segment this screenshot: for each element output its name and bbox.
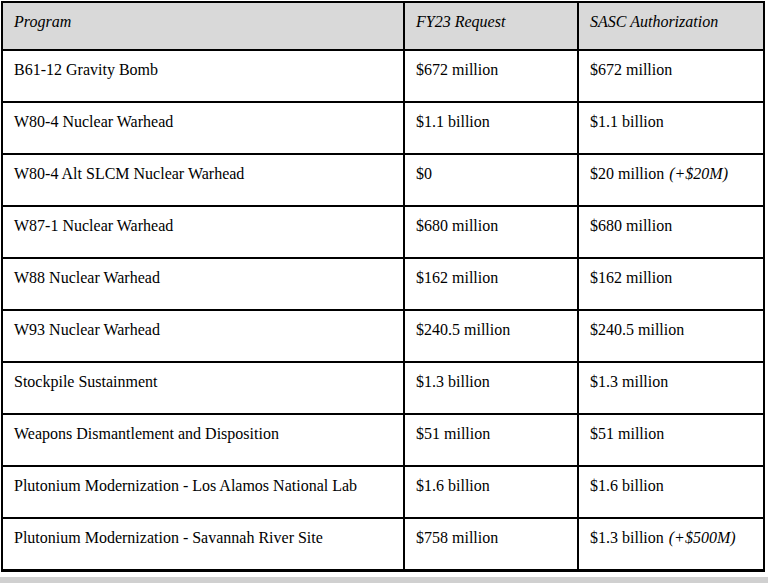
sasc-authorization-cell: $51 million (578, 414, 764, 466)
program-cell: Plutonium Modernization - Los Alamos Nat… (2, 466, 404, 518)
sasc-value: $1.3 million (590, 373, 668, 390)
sasc-value: $1.3 billion (590, 529, 664, 546)
fy23-request-cell: $0 (404, 154, 578, 206)
sasc-authorization-cell: $1.3 million (578, 362, 764, 414)
program-cell: Stockpile Sustainment (2, 362, 404, 414)
header-row: Program FY23 Request SASC Authorization (2, 2, 764, 50)
sasc-value: $162 million (590, 269, 672, 286)
program-cell: W80-4 Nuclear Warhead (2, 102, 404, 154)
sasc-value: $672 million (590, 61, 672, 78)
table-row: W93 Nuclear Warhead $240.5 million $240.… (2, 310, 764, 362)
budget-table: Program FY23 Request SASC Authorization … (1, 1, 765, 572)
sasc-authorization-cell: $1.6 billion (578, 466, 764, 518)
table-row: B61-12 Gravity Bomb $672 million $672 mi… (2, 50, 764, 102)
table-row: W87-1 Nuclear Warhead $680 million $680 … (2, 206, 764, 258)
program-cell: Weapons Dismantlement and Disposition (2, 414, 404, 466)
sasc-value: $51 million (590, 425, 664, 442)
column-header-fy23-request: FY23 Request (404, 2, 578, 50)
column-header-program: Program (2, 2, 404, 50)
sasc-note: (+$500M) (669, 529, 736, 546)
program-cell: W93 Nuclear Warhead (2, 310, 404, 362)
table-row: W80-4 Alt SLCM Nuclear Warhead $0 $20 mi… (2, 154, 764, 206)
document-page: Program FY23 Request SASC Authorization … (0, 0, 768, 583)
sasc-authorization-cell: $240.5 million (578, 310, 764, 362)
fy23-request-cell: $680 million (404, 206, 578, 258)
sasc-value: $680 million (590, 217, 672, 234)
fy23-request-cell: $1.3 billion (404, 362, 578, 414)
sasc-value: $20 million (590, 165, 664, 182)
fy23-request-cell: $240.5 million (404, 310, 578, 362)
fy23-request-cell: $1.1 billion (404, 102, 578, 154)
sasc-authorization-cell: $162 million (578, 258, 764, 310)
fy23-request-cell: $758 million (404, 518, 578, 570)
program-cell: W88 Nuclear Warhead (2, 258, 404, 310)
table-row: W80-4 Nuclear Warhead $1.1 billion $1.1 … (2, 102, 764, 154)
column-header-sasc-authorization: SASC Authorization (578, 2, 764, 50)
sasc-note: (+$20M) (669, 165, 728, 182)
table-row: Weapons Dismantlement and Disposition $5… (2, 414, 764, 466)
page-bottom-edge (0, 577, 768, 583)
fy23-request-cell: $162 million (404, 258, 578, 310)
sasc-authorization-cell: $1.1 billion (578, 102, 764, 154)
sasc-authorization-cell: $680 million (578, 206, 764, 258)
sasc-value: $1.6 billion (590, 477, 664, 494)
program-cell: W80-4 Alt SLCM Nuclear Warhead (2, 154, 404, 206)
sasc-authorization-cell: $672 million (578, 50, 764, 102)
table-row: Plutonium Modernization - Los Alamos Nat… (2, 466, 764, 518)
program-cell: B61-12 Gravity Bomb (2, 50, 404, 102)
fy23-request-cell: $1.6 billion (404, 466, 578, 518)
sasc-authorization-cell: $20 million (+$20M) (578, 154, 764, 206)
table-row: W88 Nuclear Warhead $162 million $162 mi… (2, 258, 764, 310)
program-cell: W87-1 Nuclear Warhead (2, 206, 404, 258)
table-row: Stockpile Sustainment $1.3 billion $1.3 … (2, 362, 764, 414)
table-header: Program FY23 Request SASC Authorization (2, 2, 764, 50)
sasc-value: $240.5 million (590, 321, 684, 338)
fy23-request-cell: $51 million (404, 414, 578, 466)
program-cell: Plutonium Modernization - Savannah River… (2, 518, 404, 570)
fy23-request-cell: $672 million (404, 50, 578, 102)
sasc-authorization-cell: $1.3 billion (+$500M) (578, 518, 764, 570)
table-row: Plutonium Modernization - Savannah River… (2, 518, 764, 570)
table-body: B61-12 Gravity Bomb $672 million $672 mi… (2, 50, 764, 570)
sasc-value: $1.1 billion (590, 113, 664, 130)
